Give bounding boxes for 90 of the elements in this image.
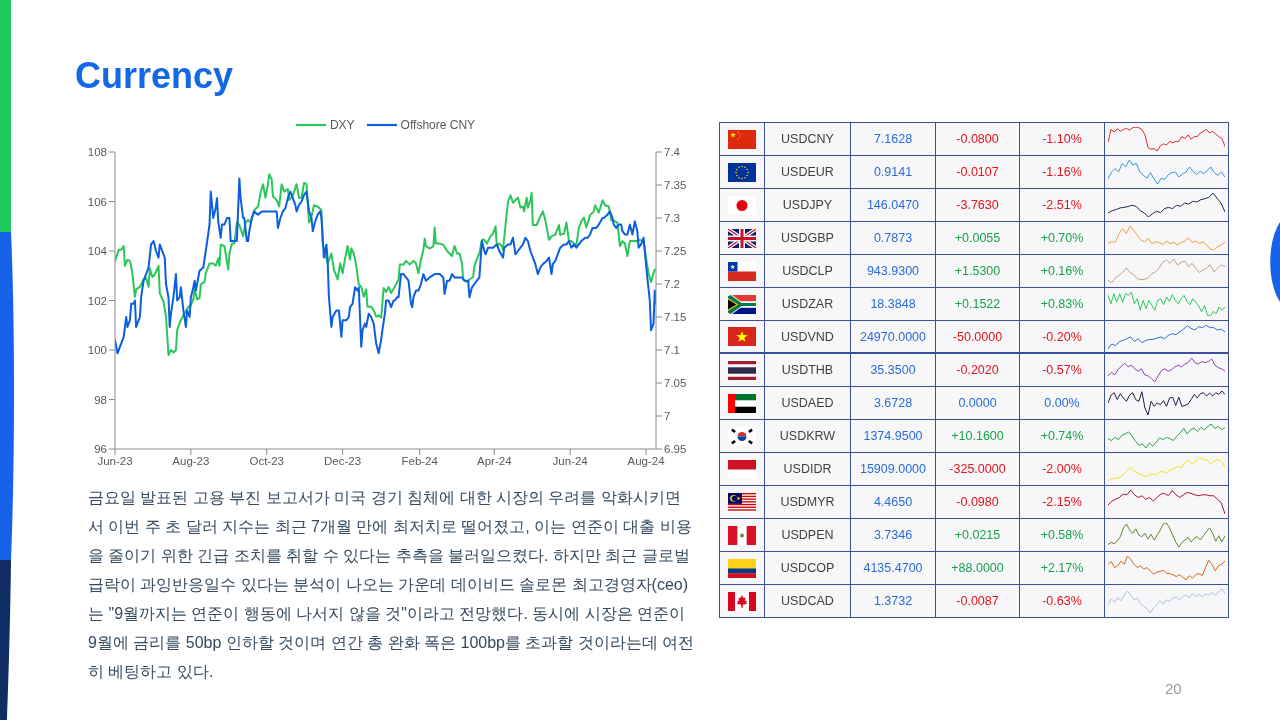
data-label: +2.17% — [1040, 561, 1084, 575]
y2-tick-label: 7.3 — [664, 212, 680, 225]
data-label: -0.0107 — [956, 165, 999, 179]
data-label: +0.58% — [1040, 528, 1084, 542]
data-label: -3.7630 — [956, 198, 999, 212]
data-label: +0.83% — [1040, 297, 1084, 311]
category-label: USDCAD — [765, 585, 851, 617]
data-label: -2.51% — [1042, 198, 1082, 212]
data-label: -1.10% — [1042, 132, 1082, 146]
data-label: -2.00% — [1042, 462, 1082, 476]
category-label: USDCOP — [765, 552, 851, 584]
y2-tick-label: 7 — [664, 410, 671, 423]
data-label: 146.0470 — [866, 198, 920, 212]
data-label: -0.20% — [1042, 329, 1082, 344]
data-label: -0.63% — [1042, 594, 1082, 608]
data-label: 943.9300 — [866, 264, 920, 278]
category-label: USDGBP — [765, 222, 851, 254]
x-tick-label: Jun-24 — [552, 455, 589, 468]
y-tick-label: 108 — [87, 146, 107, 159]
legend-label: Offshore CNY — [400, 118, 476, 132]
category-label: USDCNY — [765, 123, 851, 155]
data-label: +0.1522 — [954, 297, 1001, 311]
y2-tick-label: 7.15 — [664, 311, 687, 324]
y2-tick-label: 7.05 — [664, 377, 687, 390]
category-label: USDPEN — [765, 519, 851, 551]
data-label: 7.1628 — [873, 132, 913, 146]
data-label: -50.0000 — [952, 329, 1003, 344]
x-tick-label: Dec-23 — [324, 455, 362, 468]
y2-tick-label: 7.4 — [664, 146, 681, 159]
data-label: +0.70% — [1040, 231, 1084, 245]
data-label: +0.74% — [1040, 429, 1084, 443]
data-label: 0.9141 — [873, 165, 913, 179]
category-label: USDMYR — [765, 486, 851, 518]
text: 금요일 발표된 고용 부진 보고서가 미국 경기 침체에 대한 시장의 우려를 악화시키면서 이번 주 초 달러 지수는 최근 7개월 만에 최저치로 떨어졌고, 이는 연준이 대출 비용을 줄이기 위한 긴급 조치를 취할 수 있다는 추측을 불러일으켰다. 하지만 최근 글로벌 급락이 과잉반응일수 있다는 분석이 나오는 가운데 데이비드 솔로몬 최고경영자(ceo)는 "9월까지는 연준이 행동에 나서지 않을 것"이라고 전망했다. 동시에 시장은 연준이 9월에 금리를 50bp 인하할 것이며 연간 총 완화 폭은 100bp를 초과할 것이라는데 여전히 베팅하고 있다. — [88, 487, 696, 682]
data-label: +0.16% — [1040, 264, 1084, 278]
data-label: 4.4650 — [873, 495, 913, 509]
data-label: 1374.9500 — [863, 429, 923, 443]
data-label: +0.0055 — [954, 231, 1001, 245]
category-label: USDIDR — [765, 453, 851, 485]
data-label: -0.57% — [1042, 363, 1082, 377]
data-label: -0.0087 — [956, 594, 999, 608]
y-tick-label: 98 — [94, 393, 107, 406]
category-label: USDVND — [765, 321, 851, 352]
category-label: USDAED — [765, 387, 851, 419]
y2-tick-label: 7.35 — [664, 179, 687, 192]
data-label: +0.0215 — [954, 528, 1001, 542]
y2-tick-label: 7.2 — [664, 278, 680, 291]
data-label: 3.6728 — [873, 396, 913, 410]
category-label: USDEUR — [765, 156, 851, 188]
data-label: 0.0000 — [958, 396, 997, 410]
data-label: 18.3848 — [870, 297, 916, 311]
text: 20 — [1165, 680, 1183, 698]
category-label: USDZAR — [765, 288, 851, 320]
data-label: 0.00% — [1044, 396, 1080, 410]
chart-title: Currency — [75, 54, 234, 96]
y-tick-label: 96 — [94, 443, 107, 456]
category-label: USDKRW — [765, 420, 851, 452]
data-label: 24970.0000 — [859, 329, 927, 344]
data-label: 15909.0000 — [859, 462, 927, 476]
y-tick-label: 104 — [87, 245, 108, 258]
data-label: -2.15% — [1042, 495, 1082, 509]
data-label: 4135.4700 — [863, 561, 923, 575]
data-label: -325.0000 — [949, 462, 1006, 476]
data-label: -1.16% — [1042, 165, 1082, 179]
data-label: +10.1600 — [951, 429, 1004, 443]
category-label: USDTHB — [765, 354, 851, 386]
x-tick-label: Aug-23 — [172, 455, 210, 468]
x-tick-label: Jun-23 — [97, 455, 133, 468]
data-label: 1.3732 — [873, 594, 913, 608]
x-tick-label: Oct-23 — [249, 455, 284, 468]
legend-label: DXY — [329, 118, 355, 132]
category-label: USDJPY — [765, 189, 851, 221]
x-tick-label: Feb-24 — [401, 455, 439, 468]
y2-tick-label: 7.25 — [664, 245, 687, 258]
x-tick-label: Aug-24 — [627, 455, 666, 468]
data-label: 3.7346 — [873, 528, 913, 542]
y-tick-label: 106 — [87, 195, 107, 208]
category-label: USDCLP — [765, 255, 851, 287]
data-label: -0.0800 — [956, 132, 999, 146]
y-tick-label: 102 — [87, 294, 107, 307]
y-tick-label: 100 — [87, 344, 107, 357]
data-label: -0.0980 — [956, 495, 999, 509]
data-label: +88.0000 — [951, 561, 1004, 575]
x-tick-label: Apr-24 — [477, 455, 513, 468]
y2-tick-label: 6.95 — [664, 443, 687, 456]
data-label: +1.5300 — [954, 264, 1001, 278]
data-label: 0.7873 — [873, 231, 913, 245]
data-label: 35.3500 — [870, 363, 916, 377]
data-label: -0.2020 — [956, 363, 999, 377]
y2-tick-label: 7.1 — [664, 344, 680, 357]
